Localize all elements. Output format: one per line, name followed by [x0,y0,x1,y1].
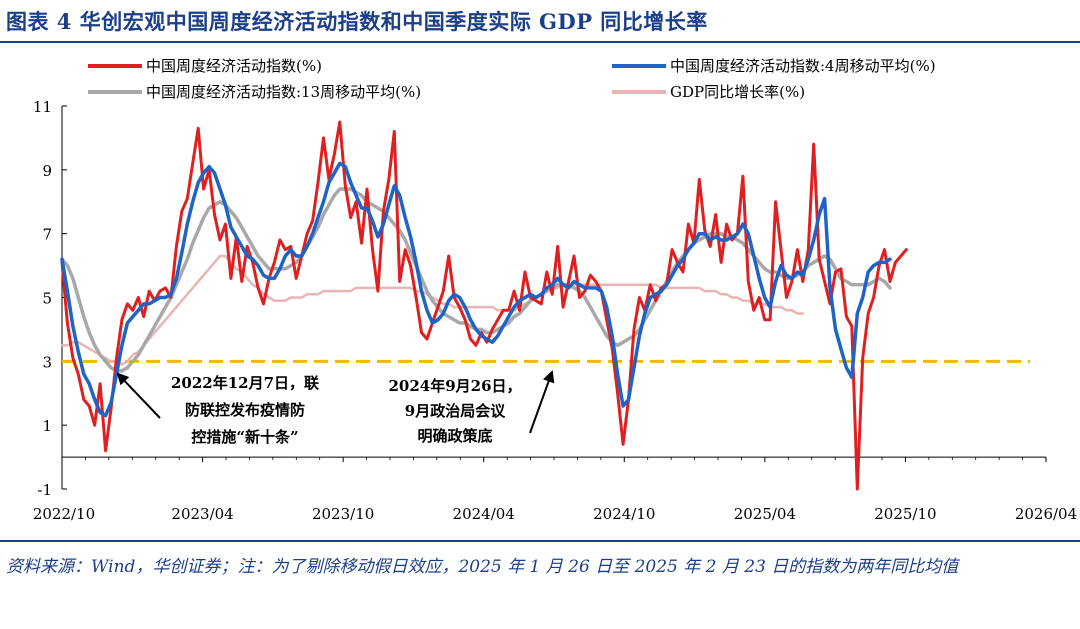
x-tick-label: 2026/04 [1015,505,1077,523]
x-tick-label: 2025/10 [874,505,936,523]
legend-label: 中国周度经济活动指数(%) [146,57,322,75]
figure-title: 图表 4 华创宏观中国周度经济活动指数和中国季度实际 GDP 同比增长率 [6,9,708,34]
annotation-2-line: 2024年9月26日， [388,377,521,395]
x-tick-label: 2023/10 [312,505,374,523]
legend-label: 中国周度经济活动指数:13周移动平均(%) [146,83,421,101]
annotation-2-line: 9月政治局会议 [405,402,506,420]
x-axis: 2022/10 2023/04 2023/10 2024/04 2024/10 2025/… [33,456,1077,523]
x-tick-label: 2023/04 [171,505,233,523]
source-note: 资料来源：Wind，华创证券；注：为了剔除移动假日效应，2025 年 1 月 2… [6,557,959,577]
annotation-2-arrow [529,370,555,434]
annotation-1-line: 防联控发布疫情防 [185,401,305,419]
x-tick-label: 2022/10 [33,505,95,523]
series-layer [60,120,908,491]
title-rule [0,41,1080,43]
legend-label: GDP同比增长率(%) [670,83,805,101]
annotation-1-line: 2022年12月7日，联 [171,374,320,392]
y-tick-label: 11 [33,98,52,116]
annotation-1-line: 控措施“新十条” [191,428,298,446]
y-tick-label: -1 [37,481,52,499]
y-axis: -1 1 3 5 7 9 11 [33,98,67,499]
y-tick-label: 1 [42,417,52,435]
annotation-1-arrow [116,372,161,419]
x-tick-label: 2024/10 [593,505,655,523]
legend-label: 中国周度经济活动指数:4周移动平均(%) [670,57,936,75]
y-tick-label: 5 [42,290,52,308]
y-tick-label: 7 [42,226,52,244]
x-tick-label: 2025/04 [734,505,796,523]
footer-rule [0,540,1080,542]
annotation-2-line: 明确政策底 [417,427,492,445]
series-line-1 [60,161,892,418]
y-tick-label: 9 [42,162,52,180]
x-tick-label: 2024/04 [453,505,515,523]
chart: 中国周度经济活动指数(%) 中国周度经济活动指数:4周移动平均(%) 中国周度经济活… [33,57,1077,523]
legend: 中国周度经济活动指数(%) 中国周度经济活动指数:4周移动平均(%) 中国周度经济活… [88,57,936,101]
y-tick-label: 3 [42,353,52,371]
